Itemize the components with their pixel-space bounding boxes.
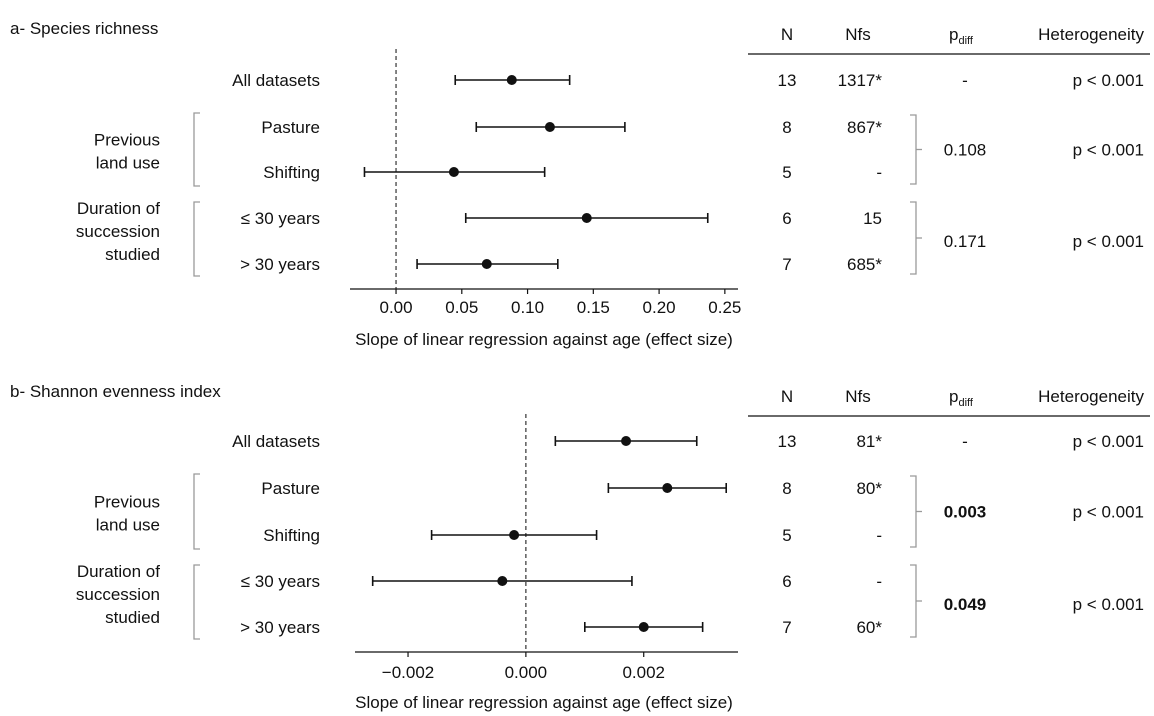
column-header-heterogeneity: Heterogeneity bbox=[1038, 387, 1144, 406]
cell-n: 8 bbox=[782, 118, 791, 137]
cell-heterogeneity-all: p < 0.001 bbox=[1073, 432, 1144, 451]
x-tick-label: 0.20 bbox=[643, 298, 676, 317]
x-tick-label: 0.10 bbox=[511, 298, 544, 317]
row-label: Shifting bbox=[263, 526, 320, 545]
row-label: > 30 years bbox=[240, 618, 320, 637]
group-label-duration: succession bbox=[76, 222, 160, 241]
point-estimate bbox=[621, 436, 632, 446]
cell-nfs: 1317* bbox=[838, 71, 883, 90]
cell-nfs: 80* bbox=[856, 479, 882, 498]
row-label: Pasture bbox=[261, 479, 320, 498]
column-header-pdiff: pdiff bbox=[949, 387, 974, 409]
point-estimate bbox=[448, 167, 459, 177]
cell-nfs: 60* bbox=[856, 618, 882, 637]
column-header-n: N bbox=[781, 25, 793, 44]
cell-n: 13 bbox=[778, 432, 797, 451]
column-header-nfs: Nfs bbox=[845, 387, 871, 406]
panel-b-title: b- Shannon evenness index bbox=[10, 382, 221, 401]
x-tick-label: 0.000 bbox=[505, 663, 548, 682]
cell-n: 5 bbox=[782, 163, 791, 182]
bracket-left-duration bbox=[193, 564, 200, 640]
cell-pdiff-land-use: 0.003 bbox=[944, 503, 987, 522]
row-label: Pasture bbox=[261, 118, 320, 137]
column-header-nfs: Nfs bbox=[845, 25, 871, 44]
group-label-duration: Duration of bbox=[77, 199, 160, 218]
row-label: > 30 years bbox=[240, 255, 320, 274]
point-estimate bbox=[497, 576, 508, 586]
cell-pdiff-duration: 0.171 bbox=[944, 232, 987, 251]
cell-heterogeneity-duration: p < 0.001 bbox=[1073, 232, 1144, 251]
cell-nfs: 15 bbox=[863, 209, 882, 228]
point-estimate bbox=[481, 259, 492, 269]
cell-n: 13 bbox=[778, 71, 797, 90]
bracket-right-land-use bbox=[910, 475, 917, 548]
cell-nfs: 867* bbox=[847, 118, 882, 137]
bracket-right-duration bbox=[910, 201, 917, 275]
cell-pdiff-all: - bbox=[962, 432, 968, 451]
row-label: ≤ 30 years bbox=[241, 572, 320, 591]
point-estimate bbox=[638, 622, 649, 632]
cell-n: 6 bbox=[782, 209, 791, 228]
x-tick-label: −0.002 bbox=[382, 663, 434, 682]
cell-heterogeneity-land-use: p < 0.001 bbox=[1073, 503, 1144, 522]
cell-nfs: - bbox=[876, 572, 882, 591]
point-estimate bbox=[544, 122, 555, 132]
x-axis-label: Slope of linear regression against age (… bbox=[355, 693, 733, 712]
group-label-duration: studied bbox=[105, 608, 160, 627]
cell-nfs: 685* bbox=[847, 255, 882, 274]
group-label-previous-land-use: land use bbox=[96, 516, 160, 535]
panel-a: a- Species richness N Nfs pdiff Heterogeneit… bbox=[10, 19, 1150, 349]
cell-n: 8 bbox=[782, 479, 791, 498]
cell-heterogeneity-all: p < 0.001 bbox=[1073, 71, 1144, 90]
point-estimate bbox=[509, 530, 520, 540]
row-label: ≤ 30 years bbox=[241, 209, 320, 228]
pdiff-main: p bbox=[949, 387, 958, 406]
row-label: Shifting bbox=[263, 163, 320, 182]
cell-n: 7 bbox=[782, 618, 791, 637]
pdiff-main: p bbox=[949, 25, 958, 44]
x-tick-label: 0.25 bbox=[708, 298, 741, 317]
row-label: All datasets bbox=[232, 432, 320, 451]
group-label-duration: studied bbox=[105, 245, 160, 264]
row-label: All datasets bbox=[232, 71, 320, 90]
bracket-right-duration bbox=[910, 564, 917, 638]
column-header-n: N bbox=[781, 387, 793, 406]
cell-n: 5 bbox=[782, 526, 791, 545]
x-axis-label: Slope of linear regression against age (… bbox=[355, 330, 733, 349]
cell-n: 7 bbox=[782, 255, 791, 274]
group-label-previous-land-use: land use bbox=[96, 154, 160, 173]
group-label-previous-land-use: Previous bbox=[94, 493, 160, 512]
pdiff-subscript: diff bbox=[958, 35, 973, 47]
column-header-pdiff: pdiff bbox=[949, 25, 974, 47]
cell-pdiff-land-use: 0.108 bbox=[944, 141, 987, 160]
point-estimate bbox=[581, 213, 592, 223]
x-tick-label: 0.05 bbox=[445, 298, 478, 317]
x-tick-label: 0.15 bbox=[577, 298, 610, 317]
group-label-duration: succession bbox=[76, 585, 160, 604]
cell-n: 6 bbox=[782, 572, 791, 591]
panel-a-title: a- Species richness bbox=[10, 19, 158, 38]
cell-pdiff-duration: 0.049 bbox=[944, 595, 987, 614]
cell-pdiff-all: - bbox=[962, 71, 968, 90]
bracket-left-land-use bbox=[193, 112, 200, 187]
cell-nfs: - bbox=[876, 526, 882, 545]
point-estimate bbox=[662, 483, 673, 493]
cell-heterogeneity-duration: p < 0.001 bbox=[1073, 595, 1144, 614]
point-estimate bbox=[506, 75, 517, 85]
group-label-previous-land-use: Previous bbox=[94, 131, 160, 150]
bracket-left-land-use bbox=[193, 473, 200, 550]
bracket-right-land-use bbox=[910, 114, 917, 185]
bracket-left-duration bbox=[193, 201, 200, 277]
pdiff-subscript: diff bbox=[958, 397, 973, 409]
column-header-heterogeneity: Heterogeneity bbox=[1038, 25, 1144, 44]
panel-b: b- Shannon evenness index N Nfs pdiff Hetero… bbox=[10, 382, 1150, 712]
x-tick-label: 0.002 bbox=[622, 663, 665, 682]
x-tick-label: 0.00 bbox=[379, 298, 412, 317]
cell-heterogeneity-land-use: p < 0.001 bbox=[1073, 141, 1144, 160]
cell-nfs: 81* bbox=[856, 432, 882, 451]
cell-nfs: - bbox=[876, 163, 882, 182]
group-label-duration: Duration of bbox=[77, 562, 160, 581]
